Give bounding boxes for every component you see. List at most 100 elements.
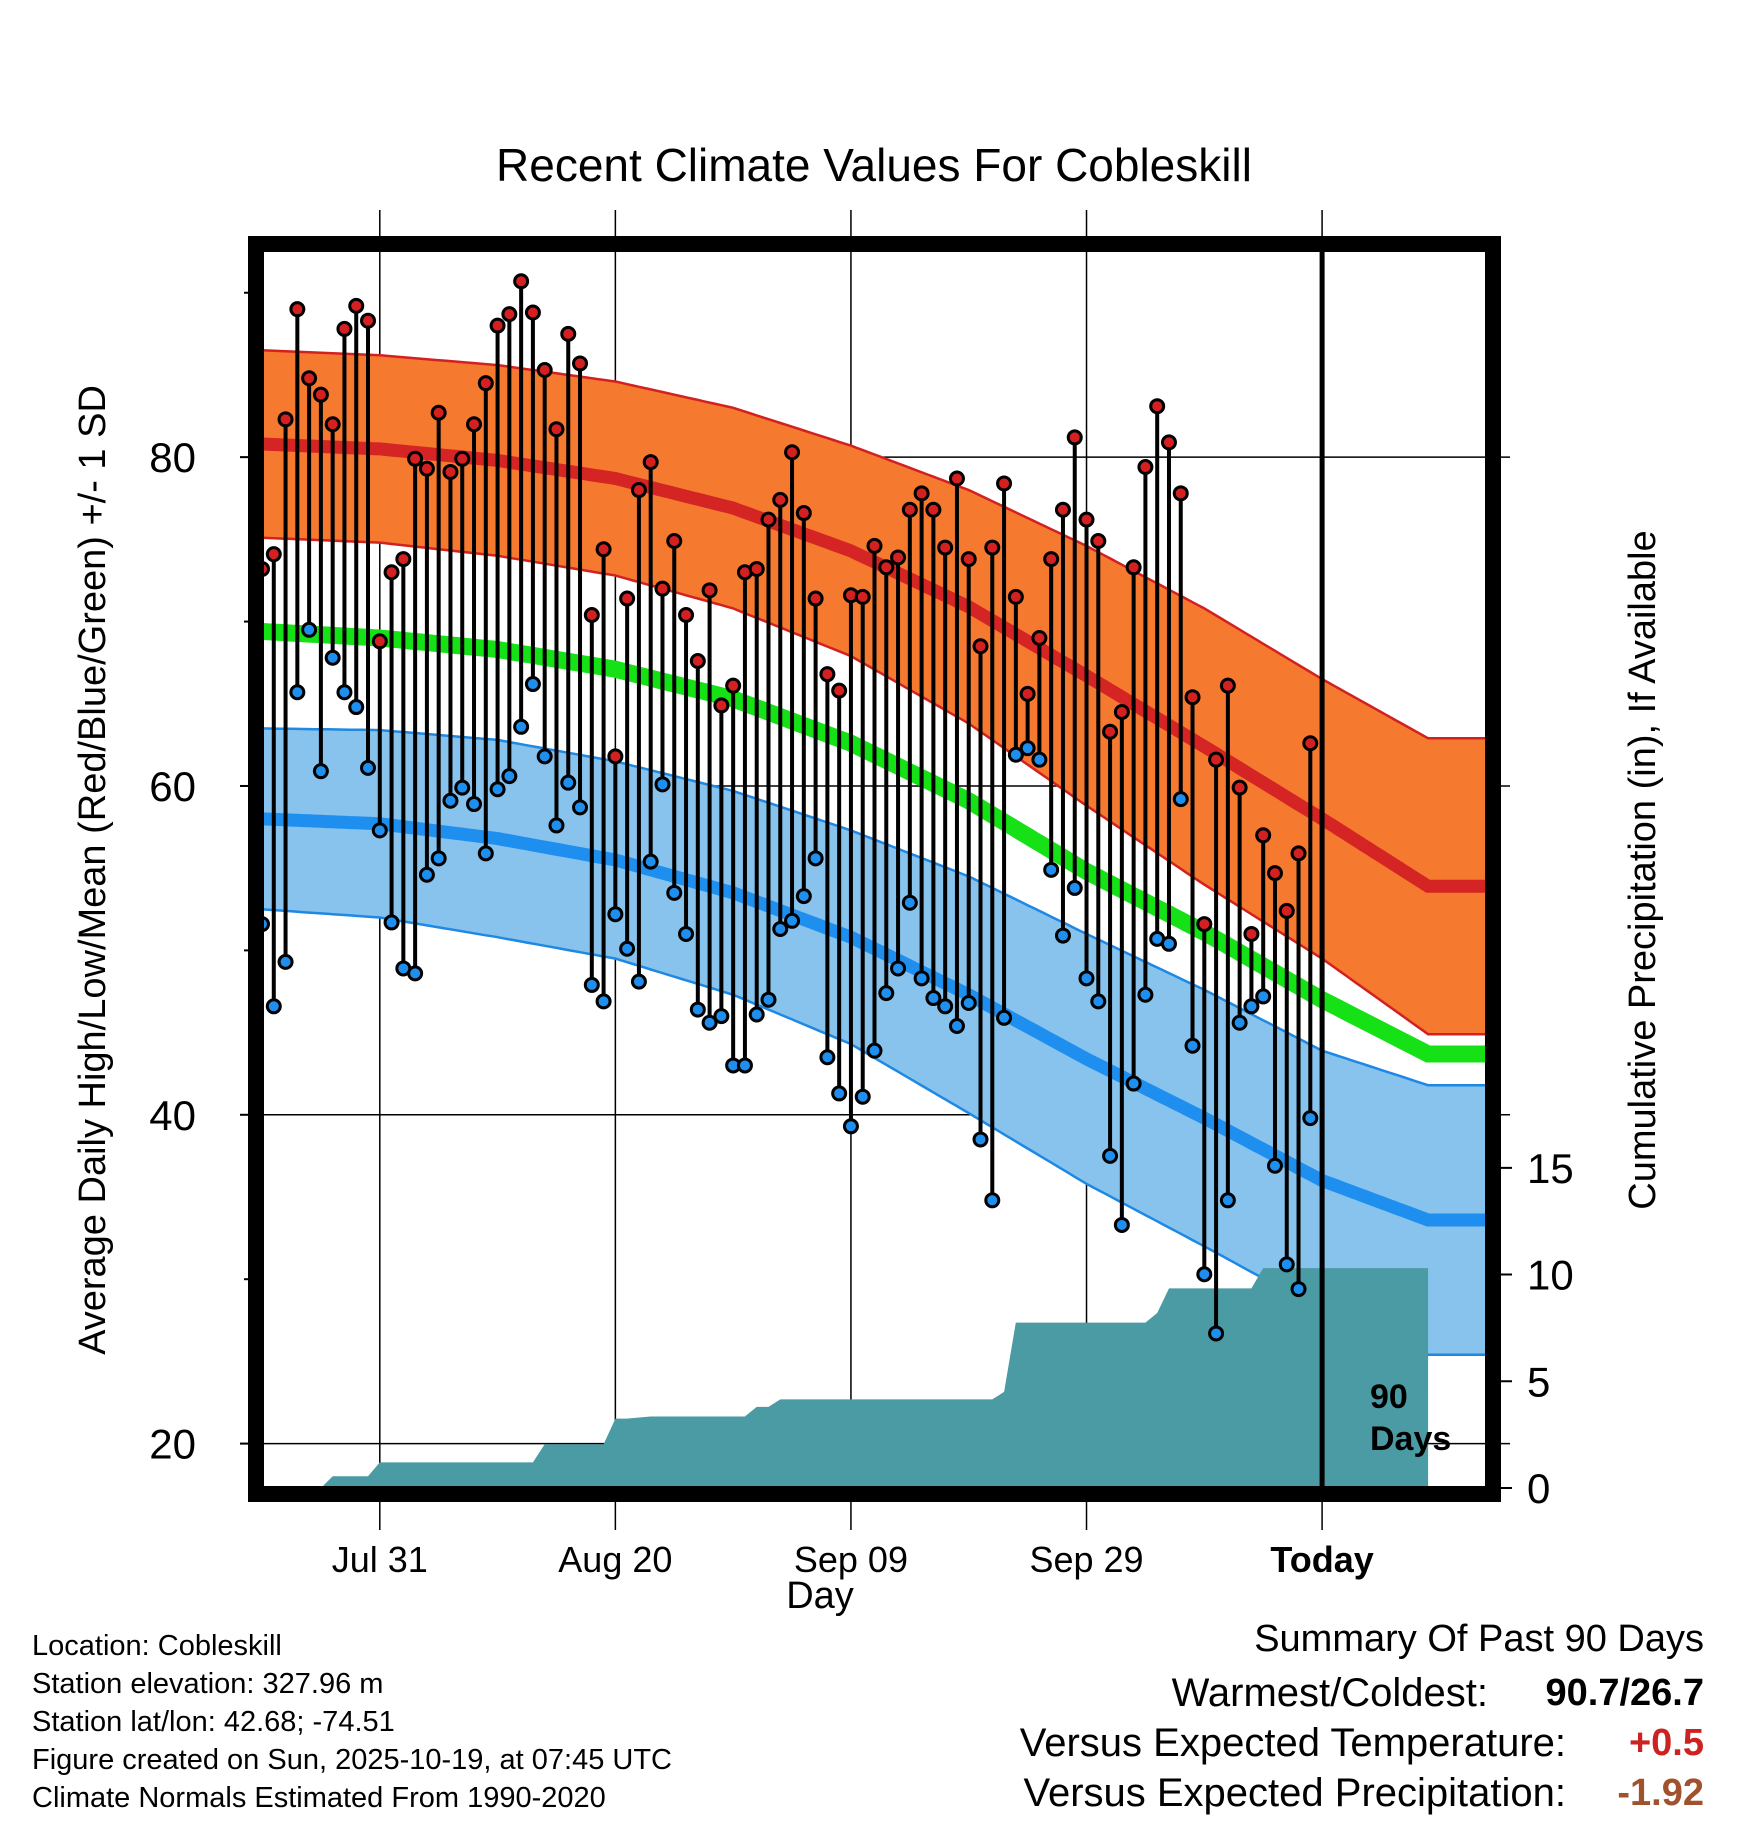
daily-high-point — [642, 454, 659, 471]
daily-high-point — [831, 682, 848, 699]
daily-high-point — [701, 582, 718, 599]
daily-high-point — [1007, 588, 1024, 605]
summary-temp-value: +0.5 — [1628, 1722, 1704, 1764]
y-tick-label-right: 10 — [1527, 1252, 1574, 1299]
daily-low-point — [407, 965, 424, 982]
daily-low-point — [854, 1088, 871, 1105]
daily-high-point — [407, 450, 424, 467]
daily-high-point — [1054, 501, 1071, 518]
x-tick-label: Today — [1270, 1539, 1373, 1580]
daily-high-point — [312, 386, 329, 403]
y-tick-label-left: 80 — [149, 434, 196, 481]
today-marker-label-line2: Days — [1370, 1420, 1451, 1458]
summary-precip-label: Versus Expected Precipitation: — [1023, 1771, 1566, 1815]
daily-low-point — [842, 1118, 859, 1135]
daily-high-point — [477, 375, 494, 392]
daily-low-point — [913, 970, 930, 987]
daily-high-point — [1066, 429, 1083, 446]
daily-high-point — [1090, 533, 1107, 550]
daily-high-point — [395, 551, 412, 568]
footer-elevation: Station elevation: 327.96 m — [32, 1668, 384, 1700]
y-tick-label-right: 0 — [1527, 1465, 1550, 1512]
daily-low-point — [890, 960, 907, 977]
daily-high-point — [1231, 779, 1248, 796]
daily-high-point — [819, 666, 836, 683]
daily-low-point — [1255, 988, 1272, 1005]
daily-high-point — [654, 580, 671, 597]
high-band-upper-edge — [262, 349, 1487, 740]
daily-high-point — [784, 444, 801, 461]
x-tick-label: Aug 20 — [558, 1539, 672, 1580]
daily-high-point — [348, 297, 365, 314]
daily-high-point — [1149, 398, 1166, 415]
daily-high-point — [996, 475, 1013, 492]
footer-created: Figure created on Sun, 2025-10-19, at 07… — [32, 1744, 672, 1776]
y-axis-label-left: Average Daily High/Low/Mean (Red/Blue/Gr… — [72, 385, 114, 1355]
y-tick-label-left: 40 — [149, 1092, 196, 1139]
daily-high-point — [937, 539, 954, 556]
daily-low-point — [560, 774, 577, 791]
daily-low-point — [948, 1018, 965, 1035]
daily-low-point — [689, 1001, 706, 1018]
daily-high-point — [948, 470, 965, 487]
x-tick-label: Jul 31 — [332, 1539, 428, 1580]
daily-high-point — [1290, 845, 1307, 862]
daily-low-point — [324, 649, 341, 666]
daily-high-point — [901, 501, 918, 518]
daily-high-point — [265, 546, 282, 563]
daily-low-point — [866, 1042, 883, 1059]
daily-high-point — [984, 539, 1001, 556]
daily-low-point — [572, 799, 589, 816]
daily-low-point — [1243, 998, 1260, 1015]
daily-low-point — [1113, 1216, 1130, 1233]
daily-low-point — [925, 990, 942, 1007]
daily-high-point — [430, 404, 447, 421]
daily-high-point — [1196, 916, 1213, 933]
daily-low-point — [736, 1057, 753, 1074]
x-tick-label: Sep 09 — [794, 1539, 908, 1580]
daily-high-point — [383, 564, 400, 581]
daily-low-point — [1125, 1075, 1142, 1092]
daily-low-point — [937, 998, 954, 1015]
footer-latlon: Station lat/lon: 42.68; -74.51 — [32, 1706, 395, 1738]
daily-low-point — [666, 884, 683, 901]
daily-high-point — [666, 533, 683, 550]
axes: 20 40 60 80 0 5 10 15 Jul 31 Aug 20 Sep 09 Sep 29 To… — [149, 291, 1574, 1580]
summary-temp-label: Versus Expected Temperature: — [1019, 1721, 1566, 1765]
daily-low-point — [336, 684, 353, 701]
daily-low-point — [1007, 746, 1024, 763]
daily-low-point — [430, 850, 447, 867]
daily-high-point — [1125, 559, 1142, 576]
daily-high-point — [630, 482, 647, 499]
daily-low-point — [1078, 970, 1095, 987]
daily-high-point — [925, 501, 942, 518]
daily-high-point — [1278, 902, 1295, 919]
y-tick-label-right: 5 — [1527, 1358, 1550, 1405]
daily-high-point — [807, 590, 824, 607]
daily-low-point — [277, 953, 294, 970]
daily-high-point — [336, 320, 353, 337]
cumulative-precip-area — [262, 1268, 1429, 1488]
daily-high-point — [1208, 751, 1225, 768]
daily-high-point — [1266, 865, 1283, 882]
daily-low-point — [289, 684, 306, 701]
daily-low-point — [265, 998, 282, 1015]
daily-high-point — [725, 677, 742, 694]
daily-low-point — [772, 921, 789, 938]
daily-low-point — [301, 621, 318, 638]
daily-high-point — [772, 491, 789, 508]
daily-high-point — [583, 606, 600, 623]
daily-low-point — [1266, 1157, 1283, 1174]
daily-low-point — [548, 817, 565, 834]
daily-low-point — [1019, 740, 1036, 757]
daily-low-point — [831, 1085, 848, 1102]
daily-low-point — [678, 925, 695, 942]
daily-low-point — [454, 779, 471, 796]
daily-high-point — [748, 560, 765, 577]
daily-high-point — [1184, 689, 1201, 706]
daily-high-point — [1078, 511, 1095, 528]
daily-ranges — [262, 281, 1313, 1334]
daily-high-point — [1031, 630, 1048, 647]
daily-low-point — [1219, 1192, 1236, 1209]
daily-high-point — [678, 606, 695, 623]
